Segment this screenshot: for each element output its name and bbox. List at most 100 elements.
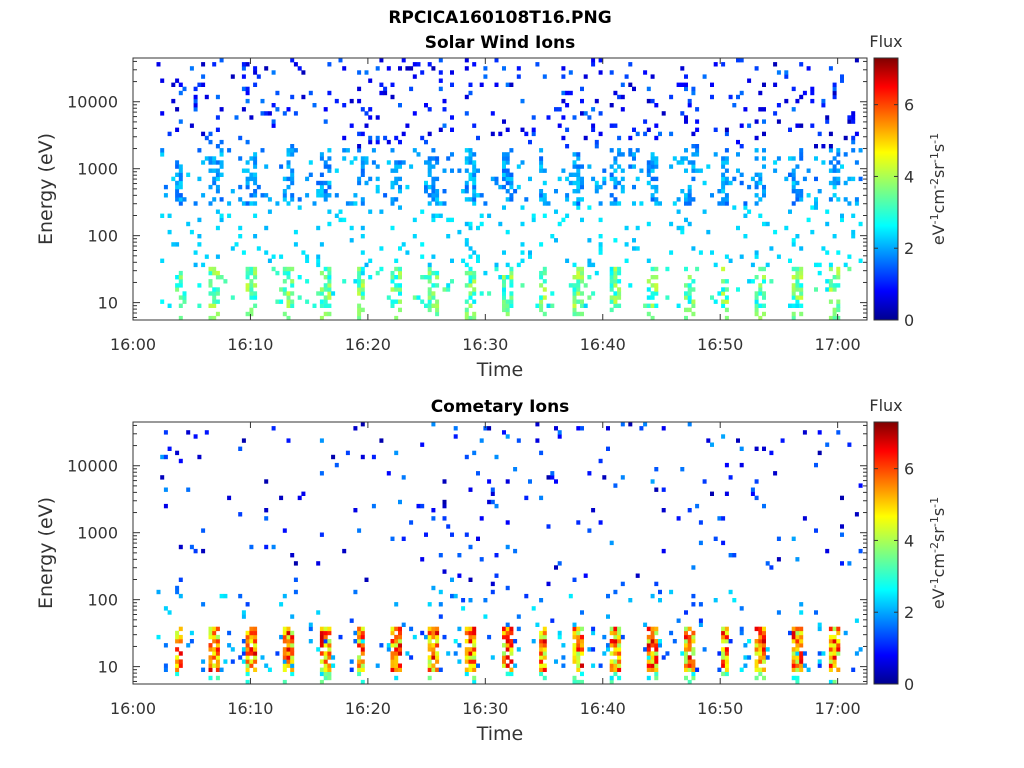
heatmap-cell — [431, 156, 436, 161]
heatmap-cell — [163, 663, 168, 668]
heatmap-cell — [398, 66, 402, 71]
heatmap-cell — [464, 58, 469, 63]
heatmap-cell — [758, 655, 763, 660]
y-tick-label: 10000 — [67, 93, 118, 112]
heatmap-cell — [353, 201, 358, 206]
heatmap-cell — [282, 647, 287, 652]
heatmap-cell — [825, 221, 830, 227]
heatmap-cells-solar-wind — [156, 58, 863, 321]
heatmap-cell — [290, 655, 295, 660]
heatmap-cell — [795, 675, 800, 681]
heatmap-cell — [275, 90, 280, 96]
heatmap-cell — [684, 193, 688, 198]
heatmap-cell — [290, 172, 295, 177]
heatmap-cell — [323, 630, 328, 636]
heatmap-cell — [791, 238, 796, 243]
heatmap-cell — [576, 643, 581, 648]
heatmap-cell — [279, 299, 284, 304]
heatmap-cell — [851, 176, 856, 182]
heatmap-cell — [175, 647, 180, 652]
heatmap-cell — [253, 295, 258, 300]
heatmap-cell — [424, 634, 428, 640]
heatmap-cell — [427, 643, 432, 648]
heatmap-cell — [427, 295, 432, 300]
heatmap-cell — [724, 295, 729, 300]
heatmap-cell — [576, 275, 581, 280]
heatmap-cell — [479, 221, 484, 227]
heatmap-cell — [427, 156, 432, 161]
heatmap-cell — [502, 307, 506, 313]
heatmap-cell — [241, 610, 246, 615]
heatmap-cell — [557, 107, 562, 112]
heatmap-cell — [241, 614, 246, 619]
heatmap-cell — [810, 205, 815, 210]
x-axis-solar-wind: 16:00 16:10 16:20 16:30 16:40 16:50 17:00 — [110, 58, 861, 354]
heatmap-cell — [464, 651, 469, 656]
heatmap-cell — [505, 176, 510, 182]
heatmap-cell — [576, 201, 581, 206]
heatmap-cell — [773, 160, 778, 165]
heatmap-cell — [241, 201, 246, 206]
heatmap-cell — [832, 176, 837, 182]
heatmap-cell — [327, 655, 332, 660]
heatmap-cell — [691, 303, 696, 308]
heatmap-cell — [854, 58, 859, 63]
heatmap-cell — [613, 643, 618, 648]
heatmap-cell — [427, 184, 432, 190]
heatmap-cell — [375, 189, 380, 194]
heatmap-cell — [762, 446, 766, 451]
heatmap-cell — [795, 279, 800, 284]
heatmap-cell — [750, 176, 755, 182]
heatmap-cell — [275, 270, 280, 276]
heatmap-cell — [342, 279, 347, 284]
heatmap-cell — [750, 279, 755, 284]
heatmap-cell — [193, 262, 198, 268]
heatmap-cell — [520, 221, 525, 227]
heatmap-cell — [431, 634, 436, 640]
heatmap-cell — [817, 622, 822, 627]
heatmap-cell — [405, 123, 410, 128]
heatmap-cell — [442, 98, 447, 104]
heatmap-cell — [858, 176, 863, 182]
heatmap-cell — [587, 238, 592, 243]
heatmap-cell — [617, 295, 622, 300]
heatmap-cell — [687, 659, 692, 664]
heatmap-cell — [431, 283, 436, 288]
heatmap-cell — [840, 74, 844, 79]
heatmap-cell — [568, 180, 573, 186]
heatmap-cell — [576, 164, 581, 169]
heatmap-cell — [323, 287, 328, 292]
heatmap-cell — [197, 303, 202, 308]
heatmap-cell — [628, 152, 633, 157]
heatmap-cell — [450, 115, 454, 120]
heatmap-cell — [832, 655, 837, 660]
heatmap-cell — [580, 679, 584, 685]
heatmap-cell — [557, 634, 562, 640]
heatmap-cell — [754, 148, 759, 153]
heatmap-cell — [836, 630, 841, 636]
heatmap-cell — [472, 193, 477, 198]
heatmap-cell — [791, 675, 796, 681]
heatmap-cell — [643, 647, 648, 652]
heatmap-cell — [546, 303, 551, 308]
heatmap-cell — [669, 630, 674, 636]
heatmap-cell — [509, 148, 514, 153]
heatmap-cell — [565, 193, 570, 198]
heatmap-cell — [297, 295, 302, 300]
heatmap-cell — [691, 634, 696, 640]
heatmap-cell — [245, 287, 250, 292]
heatmap-cell — [580, 610, 584, 615]
heatmap-cell — [178, 303, 183, 308]
heatmap-cell — [840, 495, 844, 501]
heatmap-cell — [316, 225, 321, 231]
heatmap-cell — [632, 184, 636, 190]
heatmap-cell — [424, 532, 428, 537]
heatmap-cell — [724, 180, 729, 186]
heatmap-cell — [260, 655, 265, 660]
heatmap-cell — [542, 168, 547, 173]
heatmap-cell — [854, 618, 859, 623]
heatmap-cell — [286, 630, 291, 636]
heatmap-cell — [791, 275, 796, 280]
heatmap-cell — [828, 148, 833, 153]
